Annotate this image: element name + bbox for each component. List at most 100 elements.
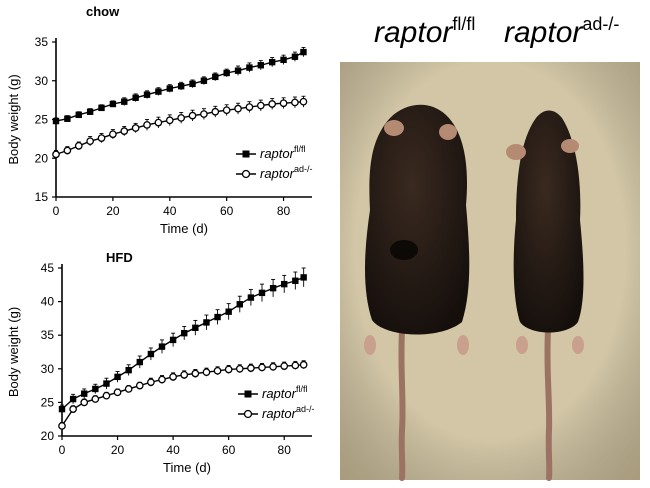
hfd-series-flfl-point bbox=[300, 274, 307, 281]
hfd-x-tick-label: 60 bbox=[222, 443, 236, 457]
mouse-ad-body bbox=[513, 110, 584, 333]
chow-series-flfl-point bbox=[121, 98, 128, 105]
chow-series-flfl-point bbox=[75, 111, 82, 119]
hfd-series-ad bbox=[58, 360, 308, 430]
chow-legend-ad: raptorad-/- bbox=[236, 164, 312, 181]
chow-series-ad-point bbox=[200, 110, 208, 118]
hfd-series-ad-point bbox=[147, 378, 155, 387]
hfd-series-flfl-point bbox=[136, 358, 143, 366]
hfd-series-ad-point bbox=[202, 368, 211, 377]
hfd-series-flfl-point bbox=[158, 343, 166, 350]
chow-series-ad-point bbox=[245, 103, 254, 111]
chow-legend-ad-label: raptorad-/- bbox=[260, 164, 312, 181]
chow-legend-flfl-name: raptor bbox=[260, 146, 295, 161]
hfd-series-ad-point bbox=[58, 422, 66, 430]
hfd-series-ad-point bbox=[91, 395, 100, 403]
hfd-legend-ad-marker bbox=[243, 409, 253, 419]
hfd-legend-ad-superscript: ad-/- bbox=[296, 404, 315, 414]
hfd-y-tick-label: 20 bbox=[41, 429, 55, 443]
chow-series-ad-point bbox=[154, 118, 163, 127]
mouse-photo-figure: raptorfl/fl raptorad-/- bbox=[340, 14, 640, 481]
hfd-y-tick-label: 45 bbox=[41, 261, 55, 275]
hfd-series-flfl-point bbox=[103, 380, 110, 387]
chow-series-flfl-point bbox=[268, 58, 276, 66]
photo-label-ad: raptorad-/- bbox=[504, 14, 619, 49]
hfd-y-tick-label: 25 bbox=[41, 395, 55, 409]
chow-series-ad bbox=[52, 95, 308, 159]
hfd-series-ad-point bbox=[80, 398, 89, 407]
chow-series-ad-point bbox=[97, 134, 106, 142]
hfd-series-flfl-point bbox=[225, 308, 232, 315]
mouse-photo-panel: raptorfl/fl raptorad-/- bbox=[330, 0, 650, 488]
mouse-ad-paw-left bbox=[516, 336, 528, 354]
mouse-flfl-paw-right bbox=[457, 335, 469, 355]
hfd-series-flfl-point bbox=[81, 390, 88, 397]
chow-series-ad-point bbox=[120, 127, 129, 135]
chow-series-ad-point bbox=[177, 114, 186, 122]
hfd-series-flfl-point bbox=[236, 301, 243, 308]
hfd-legend-flfl: raptorfl/fl bbox=[238, 384, 307, 401]
mouse-flfl-ear-right bbox=[439, 124, 457, 140]
chow-series-ad-point bbox=[63, 146, 72, 155]
mouse-flfl-shadow bbox=[390, 240, 418, 260]
chow-series-ad-point bbox=[143, 121, 151, 129]
hfd-x-tick-label: 20 bbox=[111, 443, 125, 457]
hfd-series-ad-point bbox=[191, 369, 200, 378]
chow-y-tick-label: 15 bbox=[35, 190, 49, 204]
hfd-series-flfl-point bbox=[292, 277, 299, 284]
chow-series-flfl-point bbox=[155, 88, 162, 95]
chow-series-flfl-point bbox=[234, 67, 242, 74]
hfd-series-ad-point bbox=[258, 363, 266, 372]
hfd-series-ad-point bbox=[113, 388, 122, 397]
hfd-series-flfl-point bbox=[203, 319, 210, 326]
hfd-series-ad-point bbox=[69, 405, 77, 413]
chow-x-tick-label: 60 bbox=[220, 204, 234, 218]
hfd-series-flfl-point bbox=[92, 385, 99, 393]
chow-x-tick-label: 20 bbox=[106, 204, 120, 218]
chow-series-ad-point bbox=[234, 104, 242, 113]
mouse-flfl-paw-left bbox=[364, 335, 376, 355]
chow-series-ad-point bbox=[74, 142, 83, 150]
chow-series-ad-point bbox=[256, 101, 265, 110]
chow-x-tick-label: 80 bbox=[277, 204, 291, 218]
chow-series-ad-point bbox=[268, 100, 277, 108]
mouse-flfl bbox=[364, 104, 470, 481]
photo-label-flfl: raptorfl/fl bbox=[374, 14, 475, 49]
chow-legend-ad-marker bbox=[241, 169, 251, 179]
hfd-series-flfl-point bbox=[58, 405, 66, 413]
hfd-series-flfl-point bbox=[214, 313, 221, 321]
mouse-flfl-body bbox=[365, 104, 470, 335]
hfd-chart-panel: HFD 20 25 30 35 40 45 0 20 40 60 80 Time (d) Body wei… bbox=[0, 244, 330, 488]
hfd-series-ad-point bbox=[280, 362, 289, 370]
mouse-ad-ear-right bbox=[561, 139, 579, 153]
hfd-series-ad-point bbox=[124, 385, 133, 393]
chow-legend-flfl-superscript: fl/fl bbox=[294, 144, 306, 154]
chow-series-flfl-point bbox=[291, 53, 299, 60]
chow-series-flfl bbox=[52, 46, 307, 125]
hfd-series-ad-point bbox=[102, 391, 111, 400]
chow-x-tick-label: 0 bbox=[53, 204, 60, 218]
chow-series-flfl-point bbox=[177, 82, 185, 90]
chow-series-ad-point bbox=[52, 150, 60, 159]
chow-series-ad-point bbox=[291, 98, 299, 107]
chow-y-tick-label: 35 bbox=[35, 35, 49, 49]
hfd-series-ad-point bbox=[224, 365, 233, 374]
chow-series-ad-point bbox=[222, 106, 231, 115]
chow-series-flfl-point bbox=[280, 56, 287, 64]
hfd-series-flfl-point bbox=[69, 395, 77, 403]
hfd-x-tick-label: 40 bbox=[166, 443, 180, 457]
chow-series-ad-point bbox=[279, 99, 288, 108]
chow-series-ad-point bbox=[188, 111, 197, 120]
hfd-series-flfl-point bbox=[181, 329, 188, 337]
hfd-series-flfl-point bbox=[247, 294, 255, 301]
chow-series-flfl-point bbox=[257, 62, 264, 69]
hfd-y-tick-label: 35 bbox=[41, 328, 55, 342]
mouse-flfl-ear-left bbox=[384, 120, 404, 136]
hfd-x-tick-label: 0 bbox=[59, 443, 66, 457]
chow-x-tick-label: 40 bbox=[163, 204, 177, 218]
hfd-legend-flfl-label: raptorfl/fl bbox=[262, 384, 307, 401]
chow-series-flfl-point bbox=[212, 73, 219, 81]
chow-y-tick-label: 25 bbox=[35, 113, 49, 127]
mouse-ad-paw-right bbox=[572, 336, 584, 354]
hfd-series-ad-point bbox=[235, 364, 244, 373]
